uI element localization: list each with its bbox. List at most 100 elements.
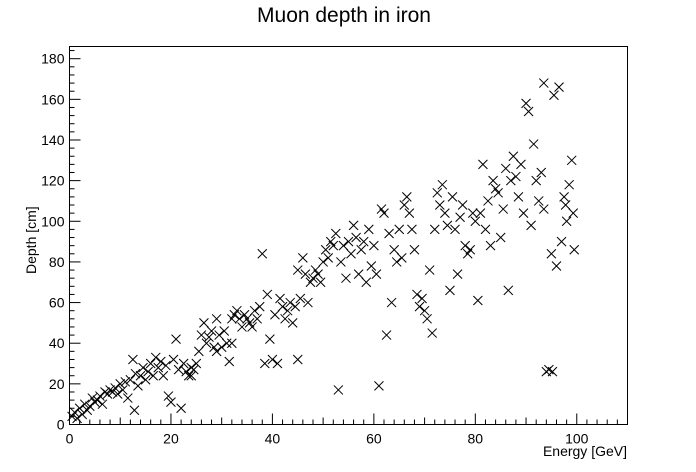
data-point [297, 253, 308, 263]
data-point [130, 368, 141, 379]
data-point [353, 269, 364, 279]
data-point [140, 374, 151, 385]
data-point [498, 204, 509, 214]
data-point [194, 346, 204, 357]
data-point [445, 285, 455, 296]
data-point [285, 297, 296, 308]
y-tick-label: 0 [57, 417, 65, 433]
data-point [371, 269, 382, 279]
data-point [79, 399, 90, 410]
data-point [129, 405, 140, 416]
x-tick-label: 60 [366, 431, 382, 447]
data-point [138, 362, 148, 373]
y-axis: 0 20 40 60 80 100 120 140 160 180 [41, 50, 81, 433]
data-point [551, 261, 562, 271]
data-point [356, 244, 367, 255]
data-point [115, 379, 126, 389]
data-point [277, 301, 288, 312]
data-point [429, 224, 440, 235]
data-point [272, 358, 283, 369]
data-point [161, 360, 171, 371]
data-point [206, 326, 217, 336]
data-point [475, 208, 486, 218]
data-point [199, 318, 209, 328]
data-point [300, 269, 311, 279]
plot-frame [69, 46, 628, 425]
data-point [560, 200, 571, 210]
data-point [374, 381, 384, 391]
y-tick-label: 120 [41, 173, 65, 189]
data-point [166, 397, 176, 407]
data-point [320, 244, 331, 255]
x-tick-label: 80 [468, 431, 484, 447]
data-point [348, 220, 359, 231]
y-tick-label: 80 [49, 254, 65, 270]
data-point [323, 253, 334, 263]
data-point [135, 370, 146, 381]
x-tick-label: 100 [565, 431, 589, 447]
data-point [216, 342, 227, 353]
data-point [128, 354, 138, 365]
data-point [77, 409, 88, 420]
x-tick-label: 40 [265, 431, 281, 447]
data-point [97, 399, 108, 410]
data-point [171, 334, 181, 344]
data-point [328, 240, 339, 251]
data-point [343, 236, 354, 247]
data-point [467, 208, 478, 218]
data-point [369, 240, 379, 251]
data-point [333, 385, 344, 395]
data-point [417, 293, 427, 304]
data-point [237, 322, 247, 332]
data-point [232, 305, 242, 316]
data-point [568, 208, 579, 218]
data-point [270, 309, 280, 320]
data-point [442, 220, 453, 231]
data-point [404, 208, 415, 218]
data-point [455, 212, 465, 223]
data-point [346, 248, 356, 259]
data-points [67, 78, 580, 424]
y-tick-label: 100 [41, 213, 65, 229]
data-point [150, 352, 161, 363]
data-point [396, 253, 407, 263]
data-point [221, 338, 232, 349]
data-point [538, 78, 549, 88]
data-point [427, 328, 438, 338]
data-point [559, 192, 569, 202]
data-point [247, 322, 257, 332]
y-tick-label: 60 [49, 295, 65, 311]
data-point [191, 358, 202, 369]
data-point [176, 403, 186, 414]
data-point [315, 277, 326, 288]
data-point [419, 305, 430, 316]
data-point [564, 179, 575, 190]
data-point [391, 257, 402, 267]
data-point [186, 370, 197, 381]
data-point [211, 313, 222, 324]
data-point [389, 244, 400, 255]
data-point [465, 244, 476, 255]
data-point [214, 330, 224, 340]
data-point [485, 240, 496, 251]
data-point [125, 374, 136, 385]
data-point [336, 257, 346, 267]
data-point [211, 346, 222, 357]
data-point [259, 358, 270, 369]
data-point [470, 216, 481, 227]
data-point [155, 356, 166, 367]
data-point [201, 338, 212, 349]
data-point [518, 208, 529, 218]
data-point [224, 356, 235, 367]
data-point [513, 192, 524, 202]
data-point [351, 232, 361, 243]
x-tick-label: 0 [66, 431, 74, 447]
data-point [394, 224, 405, 235]
data-point [158, 370, 169, 381]
data-point [412, 289, 422, 300]
data-point [409, 244, 420, 255]
data-point [528, 139, 539, 149]
data-point [561, 216, 572, 227]
data-point [292, 265, 303, 275]
